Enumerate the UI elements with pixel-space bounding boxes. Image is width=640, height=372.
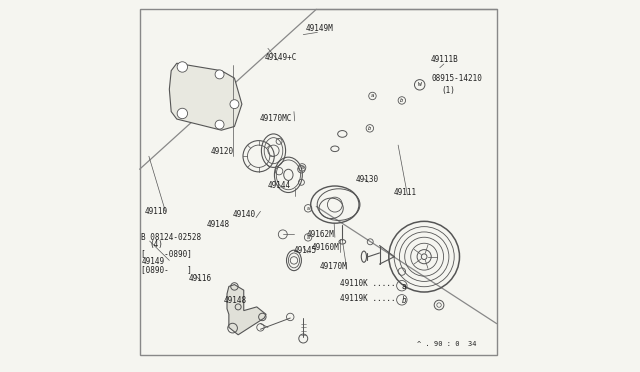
Text: 49116: 49116 bbox=[189, 274, 212, 283]
Circle shape bbox=[177, 62, 188, 72]
Text: a: a bbox=[301, 165, 303, 170]
Text: b: b bbox=[368, 126, 371, 131]
Text: 49148: 49148 bbox=[224, 296, 247, 305]
Polygon shape bbox=[227, 285, 266, 335]
Text: [0890-    ]: [0890- ] bbox=[141, 265, 192, 274]
Text: 49119K .....: 49119K ..... bbox=[340, 294, 396, 302]
Text: a: a bbox=[307, 206, 310, 211]
Polygon shape bbox=[170, 63, 242, 130]
Text: 08915-14210: 08915-14210 bbox=[431, 74, 483, 83]
Text: 49140: 49140 bbox=[232, 209, 256, 218]
Text: 49162M: 49162M bbox=[307, 230, 335, 239]
Text: 49170M: 49170M bbox=[320, 262, 348, 270]
Text: ^ . 90 : 0  34: ^ . 90 : 0 34 bbox=[417, 341, 476, 347]
Text: b: b bbox=[400, 98, 403, 103]
Text: a: a bbox=[307, 235, 310, 240]
Circle shape bbox=[177, 108, 188, 119]
Text: 49160M: 49160M bbox=[312, 243, 340, 252]
Text: 49130: 49130 bbox=[356, 175, 379, 184]
Text: 49111B: 49111B bbox=[431, 55, 459, 64]
Text: 49144: 49144 bbox=[267, 181, 291, 190]
Text: 49120: 49120 bbox=[211, 147, 234, 156]
Text: W: W bbox=[418, 82, 422, 87]
Text: 49149+C: 49149+C bbox=[264, 53, 296, 62]
Text: 49148: 49148 bbox=[207, 220, 230, 229]
Text: a: a bbox=[371, 93, 374, 99]
Text: B 08124-02528: B 08124-02528 bbox=[141, 233, 202, 242]
Text: 49110K .....: 49110K ..... bbox=[340, 279, 396, 288]
Text: 49111: 49111 bbox=[394, 188, 417, 197]
Text: 49110: 49110 bbox=[145, 207, 168, 216]
Circle shape bbox=[215, 70, 224, 79]
Text: 49170MC: 49170MC bbox=[260, 114, 292, 123]
Text: b: b bbox=[402, 296, 406, 305]
Text: 49145: 49145 bbox=[293, 246, 316, 255]
Text: (4): (4) bbox=[149, 240, 163, 249]
Circle shape bbox=[230, 100, 239, 109]
Text: a: a bbox=[402, 282, 406, 291]
Circle shape bbox=[215, 120, 224, 129]
Text: [    -0890]: [ -0890] bbox=[141, 249, 192, 258]
Text: 49149: 49149 bbox=[141, 257, 164, 266]
Text: (1): (1) bbox=[441, 86, 455, 95]
Text: 49149M: 49149M bbox=[306, 24, 333, 33]
